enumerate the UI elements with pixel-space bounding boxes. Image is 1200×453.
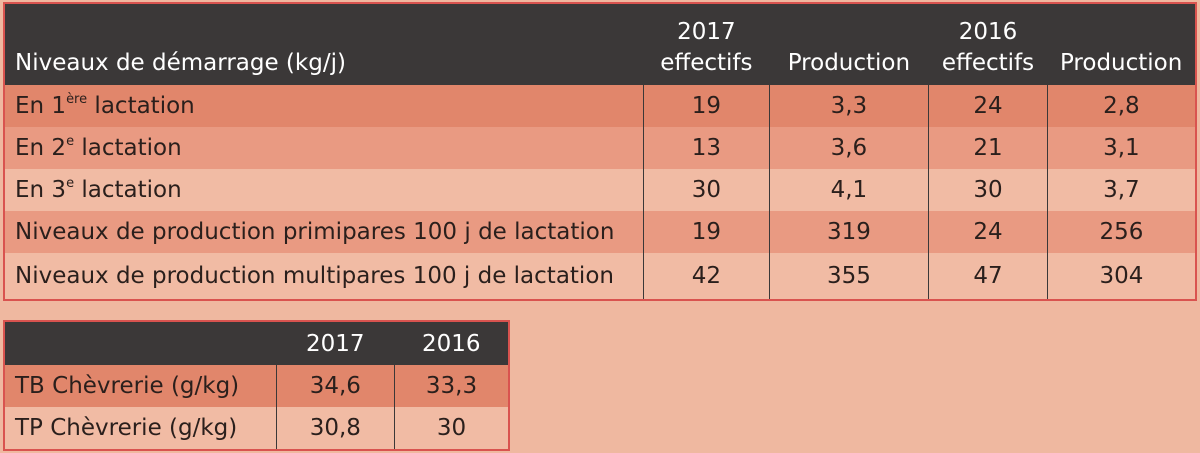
effectifs-label: effectifs (941, 50, 1035, 76)
column-header-effectifs-2016: 2016 effectifs (928, 3, 1048, 85)
cell-production-2017: 355 (769, 253, 930, 300)
row-label: TP Chèvrerie (g/kg) (4, 407, 277, 450)
column-header-effectifs-2017: 2017 effectifs (643, 3, 770, 85)
table-row: Niveaux de production multipares 100 j d… (4, 253, 1196, 300)
year-2016-label: 2016 (958, 19, 1018, 45)
cell-effectifs-2016: 30 (928, 169, 1048, 211)
column-header-production-2017: Production (769, 3, 929, 85)
cell-effectifs-2017: 42 (643, 253, 770, 300)
cell-production-2016: 3,7 (1047, 169, 1196, 211)
table-row: En 1ère lactation 19 3,3 24 2,8 (4, 85, 1196, 127)
cell-production-2017: 4,1 (769, 169, 930, 211)
cell-production-2016: 3,1 (1047, 127, 1196, 169)
effectifs-label: effectifs (660, 50, 753, 76)
main-table: Niveaux de démarrage (kg/j) 2017 effecti… (3, 2, 1197, 301)
table-row: Niveaux de production primipares 100 j d… (4, 211, 1196, 253)
row-label: En 2e lactation (4, 127, 645, 169)
cell-effectifs-2016: 21 (928, 127, 1048, 169)
row-label: En 3e lactation (4, 169, 645, 211)
cell-effectifs-2016: 47 (928, 253, 1048, 300)
ordinal-superscript: e (66, 134, 75, 149)
cell-production-2016: 2,8 (1047, 85, 1196, 127)
cell-2017: 30,8 (276, 407, 396, 450)
cell-production-2017: 3,6 (769, 127, 930, 169)
year-2017-label: 2017 (677, 19, 736, 45)
cell-production-2016: 256 (1047, 211, 1196, 253)
column-header-empty (4, 321, 277, 365)
cell-effectifs-2016: 24 (928, 211, 1048, 253)
column-header-2016: 2016 (394, 321, 509, 365)
fat-protein-table: 2017 2016 TB Chèvrerie (g/kg) 34,6 33,3 … (3, 320, 510, 451)
cell-2016: 30 (394, 407, 509, 450)
cell-production-2016: 304 (1047, 253, 1196, 300)
cell-production-2017: 319 (769, 211, 930, 253)
header-row: Niveaux de démarrage (kg/j) 2017 effecti… (4, 3, 1196, 85)
cell-effectifs-2017: 19 (643, 211, 770, 253)
ordinal-superscript: ère (66, 92, 88, 107)
table-row: En 2e lactation 13 3,6 21 3,1 (4, 127, 1196, 169)
row-label: Niveaux de production multipares 100 j d… (4, 253, 645, 300)
row-label: En 1ère lactation (4, 85, 645, 127)
cell-production-2017: 3,3 (769, 85, 930, 127)
column-header-production-2016: Production (1047, 3, 1196, 85)
row-label: TB Chèvrerie (g/kg) (4, 365, 277, 407)
column-header-2017: 2017 (276, 321, 395, 365)
ordinal-superscript: e (66, 176, 75, 191)
row-label: Niveaux de production primipares 100 j d… (4, 211, 645, 253)
cell-effectifs-2017: 30 (643, 169, 770, 211)
table-row: TB Chèvrerie (g/kg) 34,6 33,3 (4, 365, 509, 407)
table-row: TP Chèvrerie (g/kg) 30,8 30 (4, 407, 509, 450)
column-header-label: Niveaux de démarrage (kg/j) (4, 3, 644, 85)
cell-effectifs-2017: 13 (643, 127, 770, 169)
table-row: En 3e lactation 30 4,1 30 3,7 (4, 169, 1196, 211)
cell-effectifs-2017: 19 (643, 85, 770, 127)
header-row: 2017 2016 (4, 321, 509, 365)
cell-2016: 33,3 (394, 365, 509, 407)
cell-2017: 34,6 (276, 365, 396, 407)
cell-effectifs-2016: 24 (928, 85, 1048, 127)
